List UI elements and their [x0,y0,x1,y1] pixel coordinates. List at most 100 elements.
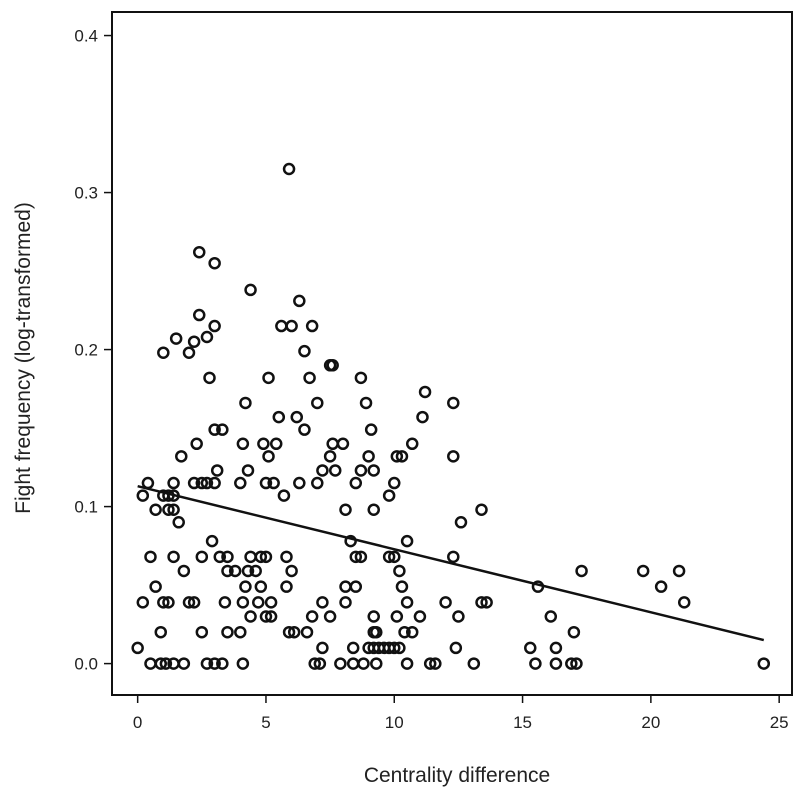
data-point [475,596,488,609]
data-point [208,319,221,333]
data-point [354,371,368,385]
data-point [439,596,452,609]
data-point [449,641,463,655]
data-point [234,625,247,639]
data-point [259,476,273,490]
data-point [244,550,257,564]
data-point [400,596,414,609]
data-point [157,346,170,359]
data-point [326,359,339,372]
data-point [362,450,375,463]
data-point [234,476,247,490]
data-point [280,550,293,564]
data-point [187,335,201,348]
data-point [269,437,283,451]
y-tick-label: 0.0 [74,655,98,674]
data-point [447,396,460,410]
data-point [400,657,414,670]
data-point [241,564,255,578]
data-point [311,476,324,490]
data-point [187,596,201,609]
data-point [395,450,409,463]
data-point [236,437,250,451]
data-point [149,580,162,593]
data-point [339,580,352,593]
data-point [221,550,234,564]
data-point [159,657,173,670]
data-point [323,610,337,623]
data-point [221,625,234,639]
data-point [388,641,401,655]
x-axis: 0 5 10 15 20 25 [133,695,789,732]
data-point [167,503,180,516]
data-point [210,464,224,477]
data-point [313,657,327,670]
data-point [213,550,227,564]
x-tick-label: 0 [133,713,142,732]
data-point [323,450,337,463]
x-tick-label: 10 [385,713,404,732]
data-point [565,657,578,670]
data-point [239,580,252,593]
data-point [447,450,460,463]
data-point [264,596,278,609]
data-point [208,476,221,490]
data-point [308,657,321,670]
y-tick-label: 0.1 [74,498,98,517]
data-point [429,657,442,670]
data-point [277,489,291,502]
data-point [390,610,404,623]
data-point [349,476,363,490]
data-point [480,596,493,609]
data-point [282,162,296,176]
data-point [357,657,370,670]
data-point [354,550,368,564]
data-point [254,550,268,564]
data-point [346,657,360,670]
data-point [236,596,250,609]
data-point [418,385,432,399]
data-point [244,283,257,297]
data-point [400,534,414,548]
data-point [169,332,183,345]
data-point [187,476,201,490]
data-point [254,580,268,593]
data-point [208,256,221,270]
data-point [208,423,221,436]
data-point [182,346,196,359]
data-point [293,476,306,490]
data-point [567,625,581,639]
data-point [136,596,150,609]
data-point [136,489,150,502]
data-point [382,489,396,502]
data-point [370,625,383,639]
data-point [154,657,168,670]
data-point [298,423,311,436]
data-point [244,610,257,623]
data-point [326,437,339,451]
data-point [144,657,157,670]
data-point [275,319,288,333]
data-point [367,610,380,623]
data-point [390,450,404,463]
data-point [200,330,214,344]
y-tick-label: 0.4 [74,27,98,46]
x-tick-label: 25 [770,713,789,732]
data-point [192,245,206,259]
data-point [228,564,242,578]
data-point [570,657,583,670]
data-point [529,657,542,670]
data-point [144,550,157,564]
data-point [264,610,278,623]
data-point [303,371,316,385]
data-points [131,162,771,670]
data-point [575,564,588,578]
data-point [287,625,301,639]
plot-frame [111,11,793,696]
data-point [359,396,373,410]
data-point [216,423,229,436]
data-point [413,610,427,623]
data-point [339,503,352,516]
data-point [395,580,409,593]
data-point [262,371,275,385]
